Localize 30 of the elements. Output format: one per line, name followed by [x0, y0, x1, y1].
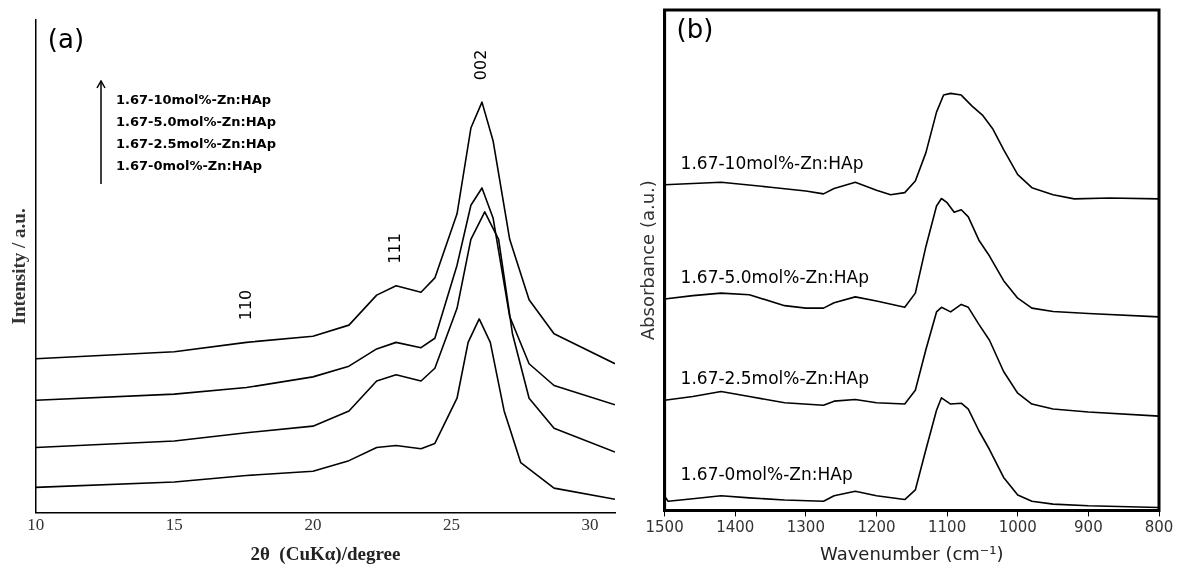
annotation: 002 [471, 49, 491, 81]
annotation: 111 [385, 233, 405, 264]
annotation: 110 [235, 289, 255, 321]
x-tick-label: 15 [165, 515, 183, 535]
x-tick-label: 1100 [928, 518, 967, 537]
x-tick-label: 900 [1074, 518, 1103, 537]
annotation: 1.67-5.0mol%-Zn:HAp [115, 114, 276, 131]
y-axis-title: Absorbance (a.u.) [637, 180, 659, 341]
series-label: 1.67-5.0mol%-Zn:HAp [680, 266, 869, 287]
x-tick-label: 1500 [645, 518, 684, 537]
x-axis-title: Wavenumber (cm⁻¹) [820, 542, 1004, 564]
series-label: 1.67-2.5mol%-Zn:HAp [680, 368, 869, 389]
x-tick-label: 10 [27, 515, 45, 535]
x-axis-title: 2θ (CuKα)/degree [250, 542, 401, 565]
x-tick-label: 20 [304, 515, 322, 535]
chart-title: (b) [676, 13, 714, 44]
x-tick-label: 1300 [786, 518, 825, 537]
x-tick-label: 800 [1144, 518, 1174, 537]
x-tick-label: 25 [442, 515, 460, 535]
x-tick-label: 1000 [998, 518, 1037, 537]
annotation: 1.67-0mol%-Zn:HAp [115, 158, 263, 175]
x-tick-label: 1200 [857, 518, 896, 537]
x-tick-label: 1400 [716, 518, 755, 537]
chart-title: (a) [47, 23, 85, 54]
series-label: 1.67-0mol%-Zn:HAp [680, 464, 853, 485]
annotation: 1.67-2.5mol%-Zn:HAp [115, 136, 276, 153]
series-label: 1.67-10mol%-Zn:HAp [680, 152, 864, 173]
annotation: 1.67-10mol%-Zn:HAp [115, 92, 273, 109]
y-axis-title: Intensity / a.u. [8, 208, 30, 325]
x-tick-label: 30 [581, 515, 599, 535]
